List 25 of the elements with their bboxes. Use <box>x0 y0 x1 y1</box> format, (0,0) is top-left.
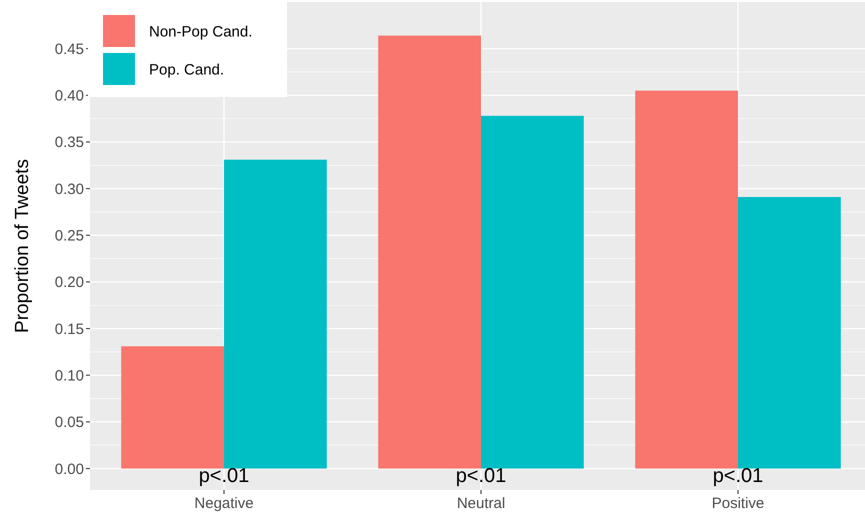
y-tick-label: 0.15 <box>54 320 84 338</box>
legend-label: Non-Pop Cand. <box>149 23 252 40</box>
y-tick-label: 0.40 <box>54 88 84 105</box>
y-tick-label: 0.25 <box>54 228 84 245</box>
x-tick-label: Positive <box>712 495 764 512</box>
annotation: p<.01 <box>198 465 250 487</box>
bar <box>378 36 481 469</box>
annotation: p<.01 <box>456 465 506 487</box>
y-axis-title: Proportion of Tweets <box>12 159 33 333</box>
y-tick-label: 0.20 <box>54 274 84 292</box>
annotation: p<.01 <box>712 465 764 487</box>
y-tick-label: 0.05 <box>54 414 84 432</box>
x-tick-label: Neutral <box>456 495 506 512</box>
bar <box>738 197 841 469</box>
y-tick-label: 0.30 <box>54 180 84 198</box>
y-tick-label: 0.10 <box>54 367 84 384</box>
bar <box>224 160 327 469</box>
x-tick-label: Negative <box>194 495 254 512</box>
legend-label: Pop. Cand. <box>149 61 224 78</box>
bar <box>635 90 738 469</box>
y-tick-label: 0.00 <box>54 460 84 478</box>
y-tick-label: 0.35 <box>54 134 84 152</box>
bar <box>481 116 584 469</box>
y-tick-label: 0.45 <box>54 40 84 58</box>
bar <box>121 346 224 469</box>
